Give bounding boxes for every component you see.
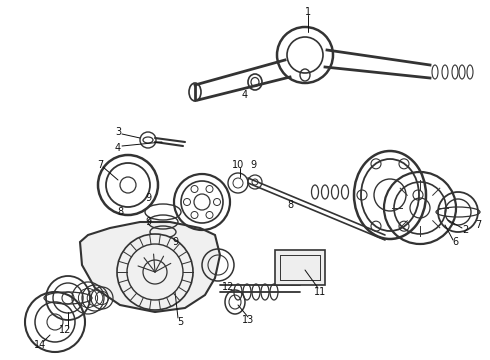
Text: 4: 4 (242, 90, 248, 100)
Text: 13: 13 (242, 315, 254, 325)
Text: 4: 4 (115, 143, 121, 153)
Text: 7: 7 (97, 160, 103, 170)
Text: 9: 9 (250, 160, 256, 170)
Text: 9: 9 (145, 193, 151, 203)
Polygon shape (275, 250, 325, 285)
Text: 7: 7 (475, 220, 481, 230)
Text: 12: 12 (59, 325, 71, 335)
Text: 6: 6 (452, 237, 458, 247)
Text: 8: 8 (287, 200, 293, 210)
Polygon shape (80, 222, 220, 312)
Text: 11: 11 (314, 287, 326, 297)
Text: 9: 9 (172, 237, 178, 247)
Text: 2: 2 (462, 225, 468, 235)
Text: 1: 1 (305, 7, 311, 17)
Text: 10: 10 (232, 160, 244, 170)
Text: 5: 5 (177, 317, 183, 327)
Text: 3: 3 (115, 127, 121, 137)
Text: 9: 9 (145, 217, 151, 227)
Circle shape (117, 234, 193, 310)
Text: 12: 12 (222, 282, 234, 292)
Text: 8: 8 (117, 207, 123, 217)
Text: 14: 14 (34, 340, 46, 350)
